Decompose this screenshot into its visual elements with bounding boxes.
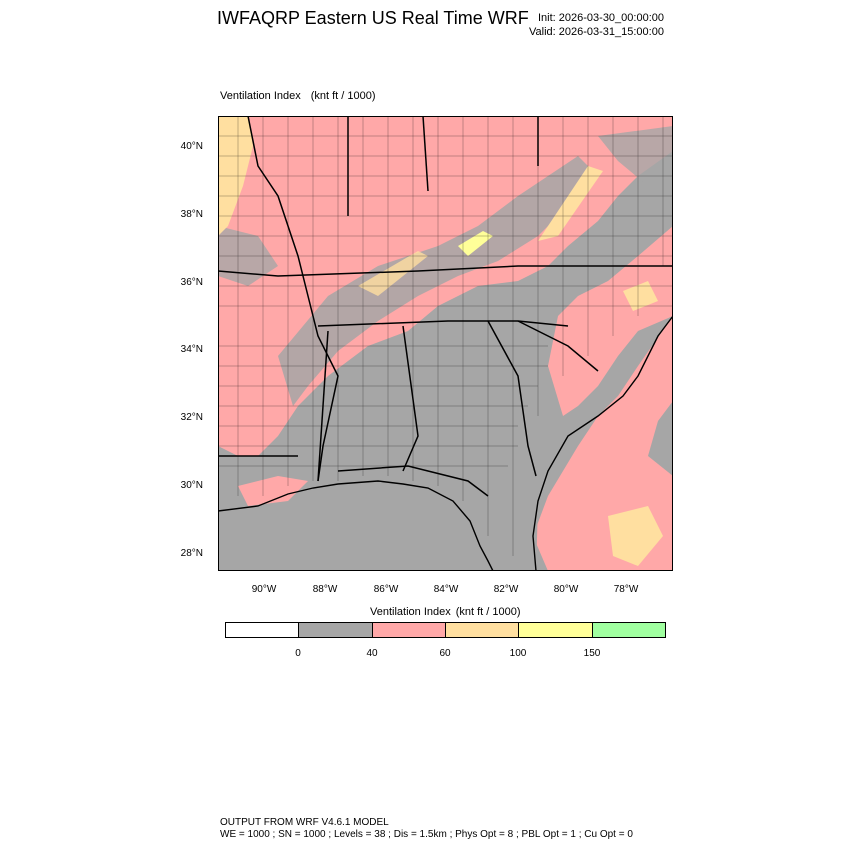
lat-label: 36°N bbox=[180, 277, 203, 288]
lon-label: 88°W bbox=[312, 584, 338, 595]
coastline bbox=[218, 315, 673, 571]
legend-title: Ventilation Index (knt ft / 1000) bbox=[370, 606, 521, 618]
field-units: (knt ft / 1000) bbox=[310, 90, 376, 102]
valid-time: Valid: 2026-03-31_15:00:00 bbox=[529, 26, 664, 38]
colorbar-swatch bbox=[592, 623, 665, 637]
legend-field-name: Ventilation Index bbox=[370, 606, 451, 618]
state-borders bbox=[218, 116, 673, 497]
colorbar-tick-label: 100 bbox=[509, 648, 527, 659]
ventilation-index-map bbox=[218, 116, 673, 571]
colorbar-tick-label: 150 bbox=[583, 648, 601, 659]
county-borders bbox=[218, 116, 673, 556]
colorbar bbox=[225, 622, 666, 638]
lon-label: 84°W bbox=[433, 584, 459, 595]
colorbar-swatch bbox=[445, 623, 520, 637]
plot-title: IWFAQRP Eastern US Real Time WRF bbox=[217, 8, 529, 28]
colorbar-tick-label: 40 bbox=[366, 648, 378, 659]
footer-config-line: WE = 1000 ; SN = 1000 ; Levels = 38 ; Di… bbox=[220, 829, 633, 840]
field-zone-tan-atlantic bbox=[608, 506, 663, 566]
lat-label: 40°N bbox=[180, 141, 203, 152]
field-name: Ventilation Index bbox=[220, 90, 301, 102]
footer-model-line: OUTPUT FROM WRF V4.6.1 MODEL bbox=[220, 817, 389, 828]
latitude-labels: 40°N 38°N 36°N 34°N 32°N 30°N 28°N bbox=[150, 0, 203, 850]
field-zone-tan-nc bbox=[623, 281, 658, 311]
colorbar-swatch bbox=[226, 623, 300, 637]
lat-label: 28°N bbox=[180, 548, 203, 559]
lon-label: 80°W bbox=[553, 584, 579, 595]
colorbar-tick-label: 60 bbox=[439, 648, 451, 659]
colorbar-swatch bbox=[299, 623, 373, 637]
legend-units: (knt ft / 1000) bbox=[455, 606, 521, 618]
field-zone-pink-carolinas bbox=[548, 226, 673, 416]
field-zone-yellow-ridge bbox=[458, 231, 493, 256]
gulf-pink-patch bbox=[238, 476, 308, 506]
gulf-of-mexico bbox=[218, 481, 488, 571]
lon-label: 86°W bbox=[373, 584, 399, 595]
field-zone-gray-atlantic bbox=[648, 401, 673, 476]
map-field-label: Ventilation Index (knt ft / 1000) bbox=[220, 90, 376, 102]
lat-label: 32°N bbox=[180, 412, 203, 423]
map-frame bbox=[218, 116, 673, 571]
colorbar-swatch bbox=[372, 623, 446, 637]
lon-label: 82°W bbox=[493, 584, 519, 595]
lat-label: 30°N bbox=[180, 480, 203, 491]
lat-label: 38°N bbox=[180, 209, 203, 220]
field-zone-pink-atlantic bbox=[533, 316, 673, 571]
lon-label: 90°W bbox=[251, 584, 277, 595]
colorbar-tick-label: 0 bbox=[295, 648, 301, 659]
colorbar-swatch bbox=[519, 623, 593, 637]
field-zone-tan-ridge bbox=[358, 251, 428, 296]
init-time: Init: 2026-03-30_00:00:00 bbox=[538, 12, 664, 24]
field-zone-tan-appalachian bbox=[538, 166, 603, 241]
lon-label: 78°W bbox=[613, 584, 639, 595]
lat-label: 34°N bbox=[180, 344, 203, 355]
